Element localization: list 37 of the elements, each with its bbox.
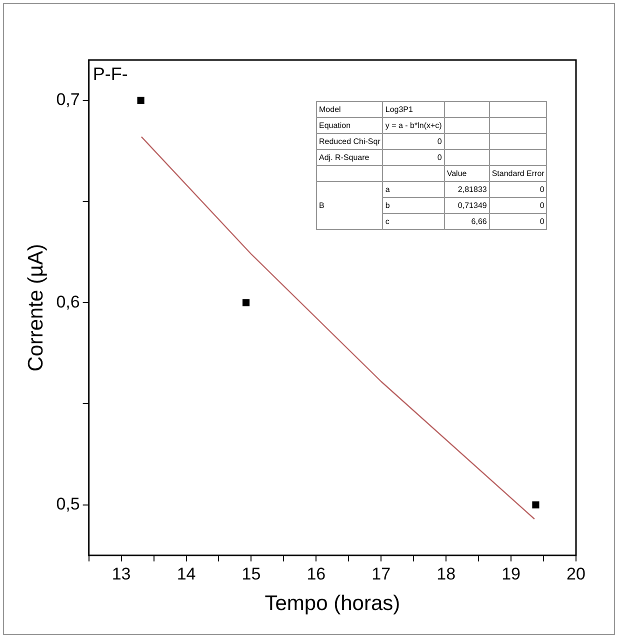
- annotation: 0: [489, 182, 547, 198]
- annotation: 0,71349: [444, 198, 490, 214]
- annotation: 0: [489, 198, 547, 214]
- x-axis-title: Tempo (horas): [264, 592, 400, 616]
- x-tick-label: 17: [372, 564, 391, 584]
- y-tick-label: 0,5: [56, 494, 80, 514]
- x-tick-label: 16: [306, 564, 326, 584]
- x-tick-label: 15: [242, 564, 261, 584]
- annotation: 6,66: [444, 214, 490, 230]
- annotation: Log3P1: [382, 102, 444, 118]
- annotation: Adj. R-Square: [316, 150, 383, 166]
- annotation: Model: [316, 102, 383, 118]
- x-tick-label: 13: [112, 564, 131, 584]
- x-tick-label: 20: [566, 564, 586, 584]
- annotation: Standard Error: [489, 166, 547, 182]
- annotation: B: [316, 182, 383, 230]
- chart-title: P-F-: [92, 64, 128, 84]
- x-tick-label: 19: [502, 564, 521, 584]
- point: [137, 96, 144, 104]
- annotation: c: [382, 214, 444, 230]
- annotation: Reduced Chi-Sqr: [316, 134, 383, 150]
- annotation: y = a - b*ln(x+c): [382, 118, 444, 134]
- x-tick-label: 18: [436, 564, 456, 584]
- annotation: 0: [489, 214, 547, 230]
- annotation: Value: [444, 166, 490, 182]
- annotation: b: [382, 198, 444, 214]
- annotation: 0: [382, 134, 444, 150]
- annotation: 2,81833: [444, 182, 490, 198]
- annotation: a: [382, 182, 444, 198]
- point: [242, 299, 250, 306]
- y-tick-label: 0,7: [56, 90, 80, 110]
- annotation: 0: [382, 150, 444, 166]
- point: [532, 501, 540, 508]
- y-tick-label: 0,6: [56, 292, 80, 312]
- y-axis-title: Corrente (µA): [24, 244, 48, 372]
- annotation: Equation: [316, 118, 383, 134]
- x-tick-label: 14: [176, 564, 196, 584]
